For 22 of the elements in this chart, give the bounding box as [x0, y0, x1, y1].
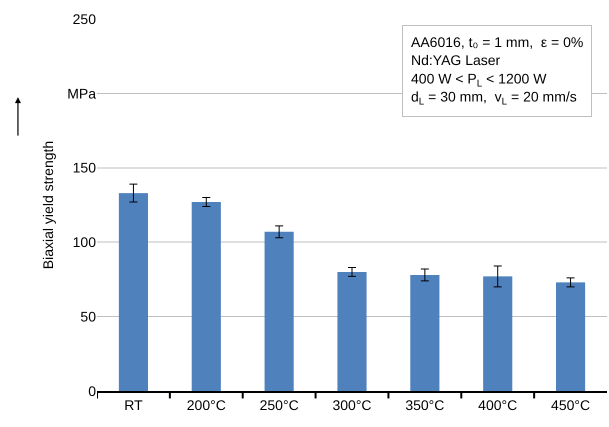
bar: [483, 276, 512, 391]
x-tick-label: 400°C: [478, 396, 518, 413]
bar: [264, 232, 294, 391]
y-tick-label: 100: [72, 234, 96, 250]
y-axis-title: Biaxial yield strength: [40, 140, 56, 270]
x-tick-label: 300°C: [332, 396, 372, 413]
y-tick-label: 150: [72, 160, 96, 176]
x-tick-label: 250°C: [260, 396, 299, 413]
y-tick-label: 250: [72, 10, 96, 27]
bar: [556, 282, 586, 391]
text: AA6016, t₀ = 1 mm, ε = 0% Nd:YAG Laser 400 W < P$_{L}$ < 1200 W d$_{L}$ = 30 mm, v$_{L}$ = 20 mm/s: [411, 34, 584, 108]
x-tick-label: 450°C: [551, 396, 590, 413]
bar: [118, 193, 148, 391]
bar: [410, 274, 440, 391]
x-tick-label: 350°C: [405, 396, 444, 413]
y-tick-label: 0: [88, 382, 96, 399]
x-tick-label: 200°C: [186, 396, 226, 413]
y-tick-label: 50: [80, 308, 96, 324]
bar: [337, 272, 367, 391]
bar: [192, 202, 221, 391]
x-tick-label: RT: [124, 396, 144, 413]
y-tick-label: MPa: [67, 85, 96, 102]
